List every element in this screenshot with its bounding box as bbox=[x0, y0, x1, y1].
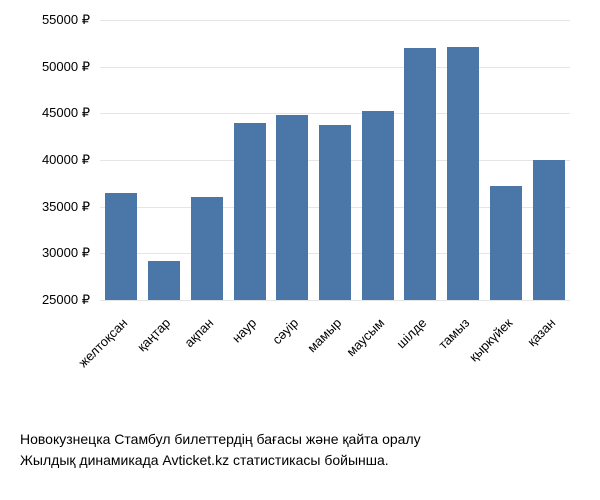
x-tick-label: сәуір bbox=[269, 315, 301, 347]
chart-caption: Новокузнецка Стамбул билеттердің бағасы … bbox=[20, 429, 580, 470]
y-tick-label: 55000 ₽ bbox=[42, 12, 90, 28]
y-tick-label: 30000 ₽ bbox=[42, 245, 90, 261]
bar bbox=[533, 160, 565, 300]
x-tick-label: тамыз bbox=[436, 315, 473, 352]
y-tick-label: 35000 ₽ bbox=[42, 199, 90, 215]
bar bbox=[447, 47, 479, 300]
y-axis-labels: 25000 ₽30000 ₽35000 ₽40000 ₽45000 ₽50000… bbox=[20, 20, 95, 300]
bar bbox=[276, 115, 308, 300]
caption-line-1: Новокузнецка Стамбул билеттердің бағасы … bbox=[20, 429, 580, 449]
plot-area bbox=[100, 20, 570, 300]
x-tick-label: желтоқсан bbox=[76, 315, 131, 370]
x-tick-label: ақпан bbox=[181, 315, 216, 350]
x-tick-label: маусым bbox=[343, 315, 387, 359]
grid-line bbox=[100, 300, 570, 301]
bar bbox=[404, 48, 436, 300]
y-tick-label: 25000 ₽ bbox=[42, 292, 90, 308]
y-tick-label: 40000 ₽ bbox=[42, 152, 90, 168]
bar bbox=[362, 111, 394, 300]
x-tick-label: қаңтар bbox=[134, 315, 173, 354]
y-tick-label: 45000 ₽ bbox=[42, 105, 90, 121]
bar bbox=[191, 197, 223, 300]
x-axis-labels: желтоқсанқаңтарақпаннаурсәуірмамырмаусым… bbox=[100, 305, 570, 395]
x-tick-label: наур bbox=[229, 315, 259, 345]
bars-container bbox=[100, 20, 570, 300]
y-tick-label: 50000 ₽ bbox=[42, 59, 90, 75]
bar bbox=[490, 186, 522, 300]
bar bbox=[148, 261, 180, 300]
bar bbox=[105, 193, 137, 300]
caption-line-2: Жылдық динамикада Avticket.kz статистика… bbox=[20, 450, 580, 470]
bar bbox=[234, 123, 266, 300]
price-chart: 25000 ₽ 30000 ₽ 35000 ₽ 40000 ₽ 45000 ₽ 50000… bbox=[20, 10, 580, 390]
x-tick-label: қыркүйек bbox=[466, 315, 515, 364]
x-tick-label: шілде bbox=[394, 315, 430, 351]
bar bbox=[319, 125, 351, 300]
x-tick-label: қазан bbox=[524, 315, 558, 349]
x-tick-label: мамыр bbox=[304, 315, 344, 355]
